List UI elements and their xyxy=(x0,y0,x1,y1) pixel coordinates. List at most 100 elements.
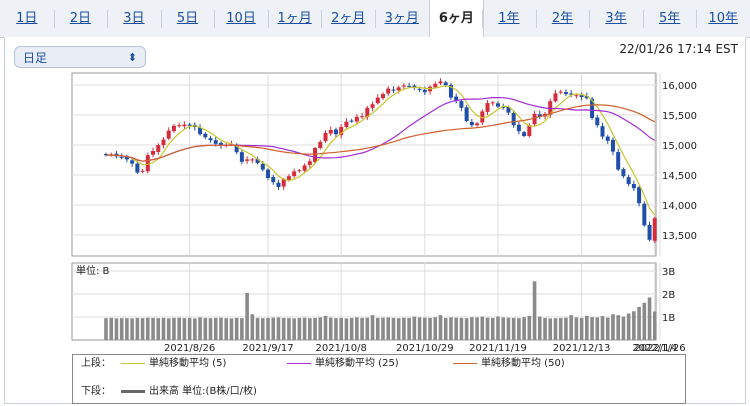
volume-bar xyxy=(595,317,600,340)
candle-body xyxy=(386,88,391,94)
chart-legend: 上段： 単純移動平均 (5) 単純移動平均 (25) 単純移動平均 (50) 下… xyxy=(72,354,686,404)
volume-bar xyxy=(151,317,155,340)
tab-4[interactable]: 10日 xyxy=(226,11,256,26)
tab-2[interactable]: 3日 xyxy=(123,11,145,26)
volume-bar xyxy=(308,318,312,340)
volume-bar xyxy=(266,317,270,340)
volume-bar xyxy=(276,317,281,340)
x-tick-label: 2021/8/26 xyxy=(164,343,215,354)
volume-bar xyxy=(417,317,422,340)
volume-bar xyxy=(396,318,401,340)
tab-3[interactable]: 5日 xyxy=(176,11,199,26)
volume-bar xyxy=(590,317,594,340)
volume-y-tick-label: 1B xyxy=(662,313,675,324)
volume-bar xyxy=(208,318,213,340)
volume-bar xyxy=(161,317,166,340)
candle-body xyxy=(151,151,156,155)
volume-bar xyxy=(156,318,161,340)
volume-bar xyxy=(569,315,573,340)
candle-body xyxy=(569,93,574,95)
candle-body xyxy=(297,170,302,172)
candle-body xyxy=(511,113,516,126)
tab-6[interactable]: 2ヶ月 xyxy=(331,11,366,26)
volume-bar xyxy=(125,318,129,340)
volume-bar xyxy=(423,317,427,340)
candle-body xyxy=(166,130,171,139)
legend-lower-row: 下段： 出来高 単位:(B株/口/枚) xyxy=(81,385,681,399)
volume-bar xyxy=(109,317,114,340)
volume-y-tick-label: 2B xyxy=(662,290,675,301)
price-y-tick-label: 16,000 xyxy=(662,81,697,92)
volume-bar xyxy=(370,315,375,340)
candle-body xyxy=(475,123,480,126)
volume-bar xyxy=(203,317,208,340)
tab-separator xyxy=(267,10,269,28)
candle-body xyxy=(464,107,469,121)
candle-body xyxy=(647,224,652,240)
tab-5[interactable]: 1ヶ月 xyxy=(277,11,312,26)
candle-body xyxy=(119,156,124,158)
tab-separator xyxy=(214,10,216,28)
tab-10[interactable]: 2年 xyxy=(551,11,574,26)
volume-bar xyxy=(480,316,485,340)
candle-body xyxy=(292,171,297,177)
candle-body xyxy=(140,170,145,172)
volume-bar xyxy=(626,313,631,340)
candle-body xyxy=(501,106,506,108)
candle-body xyxy=(412,85,417,88)
candle-body xyxy=(171,125,176,132)
tab-separator xyxy=(107,10,109,28)
candle-body xyxy=(485,103,490,112)
volume-bar xyxy=(600,316,605,340)
volume-bar xyxy=(302,317,307,340)
tab-7[interactable]: 3ヶ月 xyxy=(384,11,419,26)
candle-body xyxy=(396,87,401,91)
legend-ma25: 単純移動平均 (25) xyxy=(287,357,399,371)
volume-bar xyxy=(297,317,302,340)
volume-bar xyxy=(611,314,615,340)
tab-9[interactable]: 1年 xyxy=(498,11,520,26)
tab-separator xyxy=(482,10,484,28)
volume-y-tick-label: 3B xyxy=(662,267,675,278)
tab-13[interactable]: 10年 xyxy=(708,11,738,26)
candle-body xyxy=(417,88,422,90)
candle-body xyxy=(652,218,657,241)
candle-body xyxy=(610,139,615,152)
candle-body xyxy=(642,203,647,226)
tab-8[interactable]: 6ヶ月 xyxy=(428,0,485,38)
volume-bar xyxy=(506,317,511,340)
legend-upper-label: 上段： xyxy=(81,358,111,369)
tab-separator xyxy=(428,10,430,28)
tab-1[interactable]: 2日 xyxy=(69,11,91,26)
x-tick-label: 2022/1/26 xyxy=(634,343,685,354)
candle-period-select[interactable]: 日足 ⬍ xyxy=(14,46,146,68)
candle-body xyxy=(323,133,328,142)
candle-body xyxy=(349,120,354,122)
tab-11[interactable]: 3年 xyxy=(605,11,627,26)
candle-body xyxy=(339,127,344,136)
candle-body xyxy=(307,161,312,165)
candle-body xyxy=(245,159,250,161)
tab-12[interactable]: 5年 xyxy=(658,11,681,26)
candle-body xyxy=(579,95,584,97)
candle-body xyxy=(354,116,359,122)
candle-body xyxy=(365,107,370,118)
candle-body xyxy=(255,158,260,163)
volume-bar xyxy=(375,317,380,340)
price-y-tick-label: 13,500 xyxy=(662,231,697,242)
volume-bar xyxy=(652,311,657,340)
candle-body xyxy=(208,138,213,141)
candle-body xyxy=(198,127,203,135)
x-tick-label: 2021/12/13 xyxy=(553,343,611,354)
tab-0[interactable]: 1日 xyxy=(16,11,38,26)
volume-bar xyxy=(412,316,417,340)
volume-bar xyxy=(177,317,181,340)
candle-body xyxy=(616,152,621,170)
volume-bar xyxy=(579,317,584,340)
volume-bar xyxy=(104,318,108,340)
volume-bar xyxy=(449,317,453,340)
tab-separator xyxy=(642,10,644,28)
ma50-line xyxy=(105,104,656,162)
candle-body xyxy=(281,179,286,187)
candle-body xyxy=(187,124,192,126)
